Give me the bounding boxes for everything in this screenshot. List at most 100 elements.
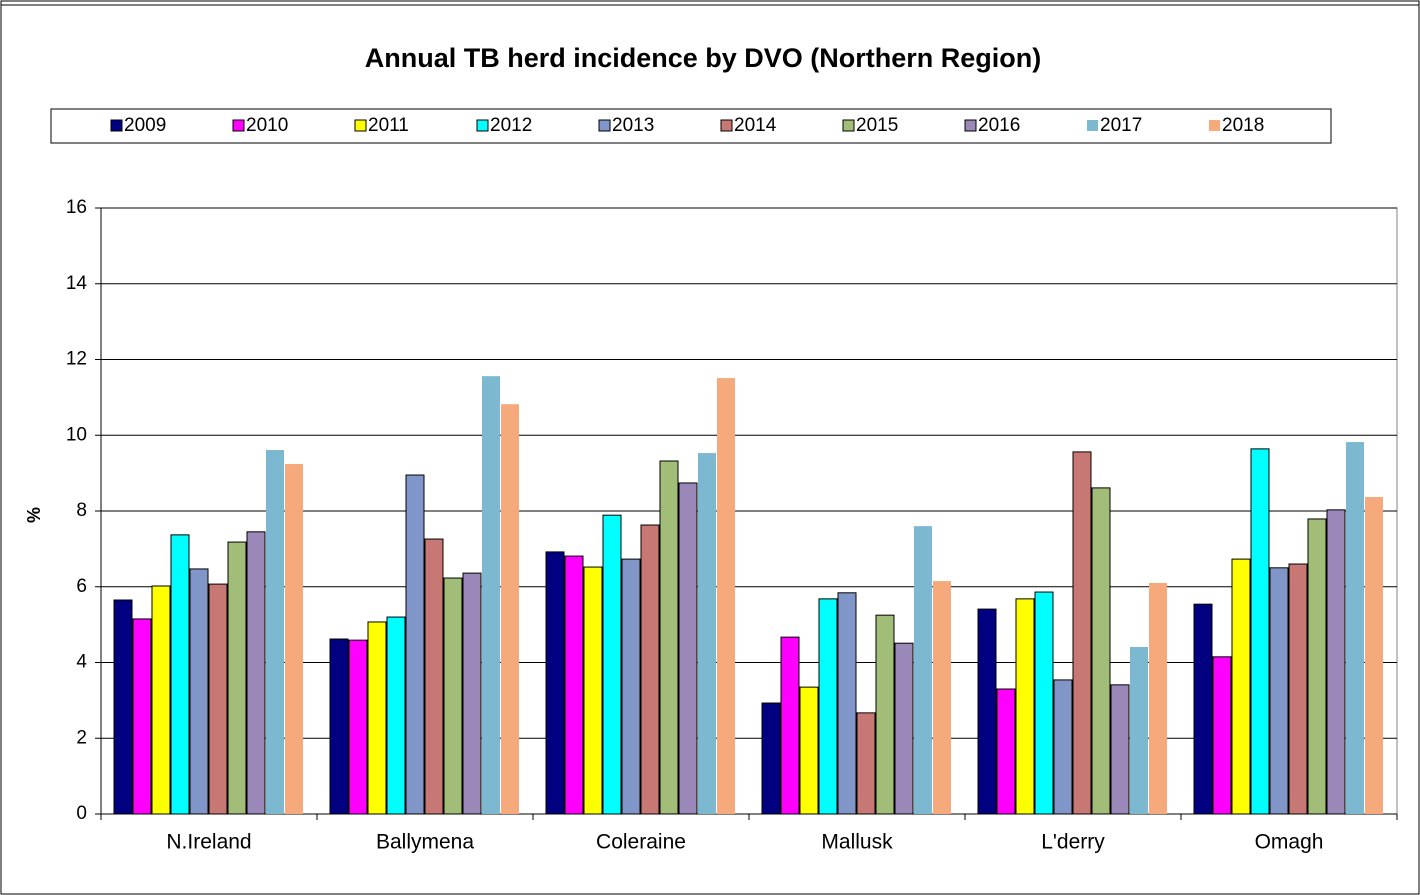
bar — [1365, 496, 1383, 814]
x-tick-label: Coleraine — [596, 831, 686, 854]
bar — [799, 686, 819, 815]
bar — [564, 555, 584, 815]
bar — [1307, 518, 1327, 815]
bar — [818, 598, 838, 815]
bar — [1130, 646, 1148, 814]
legend-swatch — [110, 119, 123, 132]
bar — [1231, 558, 1251, 815]
bar — [227, 541, 247, 815]
bar — [1110, 684, 1130, 815]
bar — [621, 558, 641, 815]
bar — [113, 599, 133, 815]
y-tick-label: 2 — [76, 727, 87, 748]
bar — [1288, 563, 1308, 815]
bar — [443, 577, 463, 815]
bar — [602, 514, 622, 815]
bar — [914, 526, 932, 814]
bar — [761, 702, 781, 815]
bar — [208, 583, 228, 815]
bar — [1034, 591, 1054, 815]
bar — [856, 712, 876, 815]
bar — [462, 572, 482, 815]
bar — [678, 482, 698, 815]
legend-swatch — [354, 119, 367, 132]
legend-swatch — [1209, 120, 1220, 131]
legend-label: 2010 — [246, 115, 288, 136]
bar — [132, 618, 152, 815]
bar — [1053, 679, 1073, 815]
legend-swatch — [964, 119, 977, 132]
bar — [659, 460, 679, 815]
bar — [1269, 567, 1289, 815]
legend-swatch — [842, 119, 855, 132]
legend-label: 2017 — [1100, 115, 1142, 136]
bar — [875, 614, 895, 815]
legend-swatch — [1087, 120, 1098, 131]
legend-swatch — [598, 119, 611, 132]
x-tick-label: Omagh — [1255, 831, 1324, 854]
y-axis-label: % — [24, 507, 44, 523]
legend-label: 2009 — [124, 115, 166, 136]
legend-label: 2014 — [734, 115, 777, 136]
legend-label: 2012 — [490, 115, 532, 136]
y-tick-label: 12 — [66, 349, 87, 370]
legend-swatch — [476, 119, 489, 132]
bar — [170, 534, 190, 815]
bar — [348, 639, 368, 815]
bar — [189, 568, 209, 815]
bar — [996, 688, 1016, 815]
bar — [1250, 448, 1270, 815]
chart-title: Annual TB herd incidence by DVO (Norther… — [365, 43, 1042, 73]
bar — [246, 531, 266, 815]
y-tick-label: 8 — [76, 500, 87, 521]
x-tick-label: Mallusk — [821, 831, 893, 854]
y-tick-label: 14 — [66, 273, 88, 294]
bar — [977, 608, 997, 815]
legend-swatch — [720, 119, 733, 132]
y-tick-label: 0 — [76, 803, 87, 824]
y-tick-label: 4 — [76, 652, 87, 673]
legend-label: 2015 — [856, 115, 898, 136]
x-tick-label: Ballymena — [376, 831, 474, 854]
bar — [1326, 509, 1346, 815]
legend-label: 2013 — [612, 115, 654, 136]
bar — [367, 621, 387, 815]
bar — [583, 566, 603, 815]
y-tick-label: 6 — [76, 576, 87, 597]
bar — [386, 616, 406, 815]
bar — [894, 642, 914, 815]
bar — [482, 376, 500, 814]
bar — [1091, 487, 1111, 815]
bar — [329, 638, 349, 815]
bar — [1149, 582, 1167, 814]
legend-label: 2018 — [1222, 115, 1264, 136]
bar — [424, 538, 444, 815]
legend-box — [50, 108, 1332, 144]
bar — [1193, 603, 1213, 815]
bar — [698, 453, 716, 814]
bar — [1346, 442, 1364, 814]
y-tick-label: 10 — [66, 424, 87, 445]
bar — [837, 592, 857, 815]
legend-label: 2011 — [368, 115, 409, 136]
legend-label: 2016 — [978, 115, 1020, 136]
bar — [1015, 598, 1035, 815]
bar — [285, 464, 303, 814]
bar — [266, 450, 284, 814]
bar — [640, 524, 660, 815]
bar — [1212, 656, 1232, 815]
bar — [933, 581, 951, 814]
bar — [780, 636, 800, 815]
x-tick-label: N.Ireland — [166, 831, 251, 854]
bar — [501, 404, 519, 814]
bar — [545, 551, 565, 815]
x-tick-label: L'derry — [1041, 831, 1105, 854]
bar — [405, 474, 425, 815]
y-tick-label: 16 — [66, 197, 87, 218]
bar — [717, 378, 735, 814]
bar — [151, 585, 171, 815]
legend-swatch — [232, 119, 245, 132]
bar — [1072, 451, 1092, 815]
